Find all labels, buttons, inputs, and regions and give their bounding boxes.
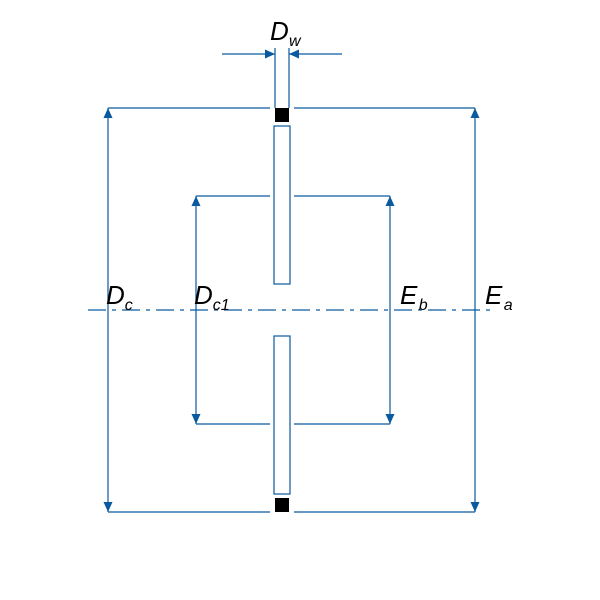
label-Eb: E xyxy=(400,280,418,310)
label-Ea-sub: a xyxy=(504,297,513,314)
label-Dc-sub: c xyxy=(125,297,133,314)
roller-top xyxy=(275,108,289,122)
roller-bottom xyxy=(275,498,289,512)
label-Dw: D xyxy=(270,16,289,46)
label-Ea: E xyxy=(485,280,503,310)
cage-lower xyxy=(274,336,290,494)
cage-upper xyxy=(274,126,290,284)
label-Eb-sub: b xyxy=(419,297,428,314)
diagram-container: DcDc1EbEaDw xyxy=(0,0,600,600)
label-Dw-sub: w xyxy=(289,33,302,50)
label-Dc: D xyxy=(106,280,125,310)
dimension-drawing: DcDc1EbEaDw xyxy=(0,0,600,600)
label-Dc1: D xyxy=(194,280,213,310)
label-Dc1-sub: c1 xyxy=(213,297,230,314)
